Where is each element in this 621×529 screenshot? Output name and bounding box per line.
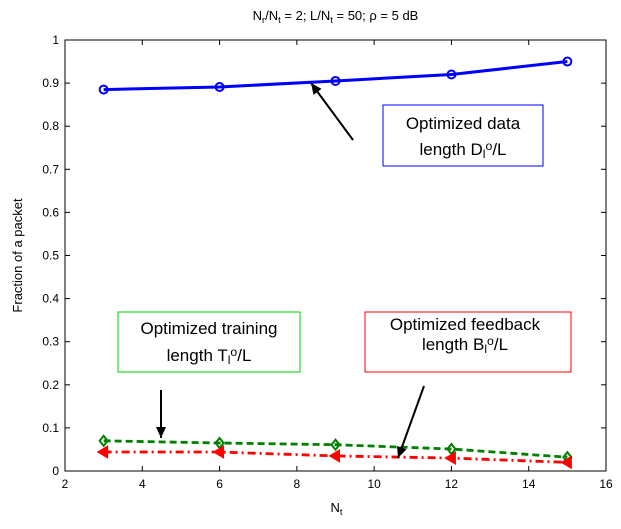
x-tick-label: 14	[522, 477, 536, 491]
series-line-data	[103, 60, 568, 92]
x-tick-label: 12	[445, 477, 459, 491]
annotation-text-data: Optimized data	[406, 114, 521, 133]
y-tick-label: 0.1	[42, 421, 59, 435]
y-tick-label: 0.6	[42, 205, 59, 219]
y-tick-label: 1	[52, 33, 59, 47]
data-point-feedback	[444, 451, 456, 465]
annotation-arrowhead-data	[311, 83, 322, 95]
y-tick-label: 0.9	[42, 76, 59, 90]
y-tick-label: 0.4	[42, 292, 59, 306]
y-axis-label: Fraction of a packet	[10, 198, 25, 313]
data-point-training	[98, 434, 109, 448]
data-point-data	[98, 84, 109, 95]
data-point-data	[214, 81, 225, 92]
annotation-layer: Optimized data length Dlo/L Optimized trai…	[117, 82, 572, 459]
data-point-feedback	[328, 449, 340, 463]
data-point-feedback	[212, 445, 225, 459]
y-tick-label: 0.5	[42, 249, 59, 263]
annotation-text-training: Optimized training	[140, 319, 277, 338]
annotation-arrowhead-feedback	[397, 445, 407, 458]
y-tick-label: 0.2	[42, 378, 59, 392]
series-line-feedback	[103, 450, 568, 464]
x-axis-label: Nt	[331, 500, 343, 517]
data-point-data	[562, 56, 573, 67]
annotation-arrow-feedback	[397, 385, 425, 459]
series-layer	[96, 56, 573, 470]
axes-layer: 2 4 6 8 10 12 14 16 0 0.1 0.2 0.3 0.4 0.5 0.6 0.7 0.8 0.9…	[10, 33, 613, 517]
series-line-training	[103, 439, 568, 459]
annotation-box-feedback	[364, 311, 572, 373]
annotation-text-feedback: length Blo/L	[422, 334, 508, 356]
annotation-box-training	[117, 311, 301, 373]
y-tick-label: 0.3	[42, 335, 59, 349]
annotation-text-training: length Tlo/L	[167, 345, 252, 367]
annotation-text-feedback: Optimized feedback	[390, 315, 541, 334]
data-point-data	[330, 75, 341, 86]
data-point-data	[446, 69, 457, 80]
y-tick-label: 0.7	[42, 162, 59, 176]
annotation-text-data: length Dlo/L	[419, 139, 506, 161]
x-tick-label: 6	[216, 477, 223, 491]
x-tick-label: 4	[139, 477, 146, 491]
annotation-arrowhead-training	[156, 427, 166, 438]
x-tick-label: 10	[367, 477, 381, 491]
annotation-arrow-data	[310, 82, 354, 141]
data-point-feedback	[96, 445, 109, 459]
x-tick-label: 8	[294, 477, 301, 491]
x-tick-label: 16	[599, 477, 613, 491]
title-layer: Nr/Nt = 2; L/Nt = 50; ρ = 5 dB	[253, 8, 419, 25]
data-point-training	[330, 438, 341, 452]
annotation-box-data	[382, 104, 544, 167]
y-tick-label: 0	[52, 464, 59, 478]
data-point-feedback	[560, 455, 572, 470]
chart-title: Nr/Nt = 2; L/Nt = 50; ρ = 5 dB	[253, 8, 419, 25]
x-tick-label: 2	[62, 477, 69, 491]
y-tick-label: 0.8	[42, 119, 59, 133]
